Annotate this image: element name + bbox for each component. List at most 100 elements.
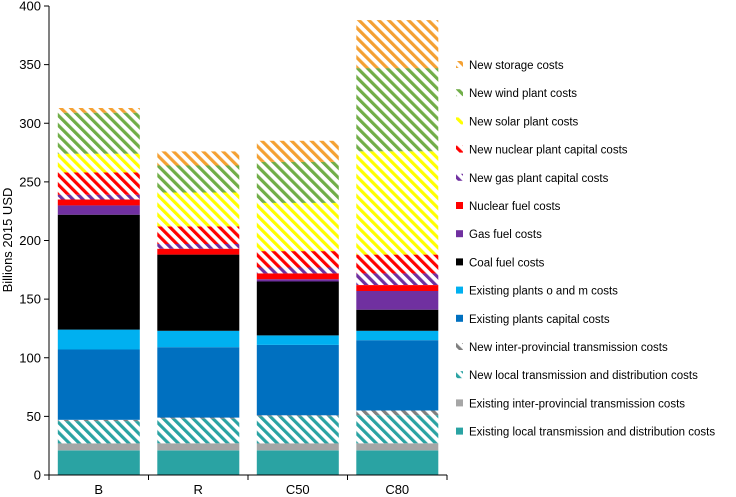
legend-swatch [456,286,463,294]
bar-segment-r-new-solar-plant-costs [157,192,240,227]
bar-segment-r-existing-local-transmission-and-distribution-costs [157,450,240,475]
bar-segment-c80-existing-local-transmission-and-distribution-costs [356,450,439,475]
bar-segment-c50-gas-fuel-costs [256,279,339,282]
bar-segment-b-nuclear-fuel-costs [57,199,140,206]
legend-item-existing-inter-provincial-transmission-costs: Existing inter-provincial transmission c… [456,398,685,410]
legend-swatch [456,314,463,322]
bar-segment-c80-nuclear-fuel-costs [356,285,439,291]
y-tick-label: 50 [27,409,41,424]
legend-label: New storage costs [469,60,564,72]
legend-swatch [456,371,463,379]
legend-label: New inter-provincial transmission costs [469,342,668,354]
bar-segment-r-new-local-transmission-and-distribution-costs [157,418,240,444]
bar-segment-c80-new-nuclear-plant-capital-costs [356,254,439,274]
bar-segment-c50-new-storage-costs [256,140,339,162]
legend-label: New nuclear plant capital costs [469,145,628,157]
bar-segment-c80-existing-inter-provincial-transmission-costs [356,443,439,451]
bar-segment-c50-nuclear-fuel-costs [256,273,339,280]
bar-segment-c50-new-inter-provincial-transmission-costs [256,415,339,417]
bar-segment-c80-existing-plants-o-and-m-costs [356,330,439,341]
y-tick-label: 350 [19,57,41,72]
bar-segment-b-existing-local-transmission-and-distribution-costs [57,450,140,475]
bar-segment-b-existing-inter-provincial-transmission-costs [57,443,140,451]
y-tick-label: 100 [19,350,41,365]
bar-segment-b-existing-plants-capital-costs [57,349,140,420]
bar-segment-c50-new-gas-plant-capital-costs [256,267,339,274]
legend: New storage costs New wind plant costs New… [456,60,715,439]
legend-label: New local transmission and distribution … [469,370,698,382]
legend-swatch [456,230,463,238]
legend-label: Nuclear fuel costs [469,201,561,213]
bar-segment-c80-new-local-transmission-and-distribution-costs [356,415,439,444]
y-tick-label: 400 [19,0,41,14]
legend-label: Existing plants o and m costs [469,286,618,298]
legend-label: Coal fuel costs [469,257,545,269]
x-tick-label: C50 [286,482,310,497]
legend-label: New solar plant costs [469,116,579,128]
bar-segment-c50-new-solar-plant-costs [256,203,339,252]
legend-swatch [456,117,463,125]
bars-layer [57,20,439,475]
x-tick-label: B [94,482,103,497]
legend-label: New gas plant capital costs [469,173,609,185]
bar-segment-c50-new-local-transmission-and-distribution-costs [256,416,339,444]
bar-segment-c50-existing-local-transmission-and-distribution-costs [256,450,339,475]
bar-segment-c80-new-storage-costs [356,20,439,69]
bar-segment-b-new-solar-plant-costs [57,153,140,173]
bar-segment-b-new-gas-plant-capital-costs [57,194,140,200]
bar-segment-c50-existing-plants-capital-costs [256,344,339,416]
bar-segment-c80-new-inter-provincial-transmission-costs [356,410,439,416]
legend-swatch [456,89,463,97]
bar-segment-c80-new-solar-plant-costs [356,151,439,255]
bar-segment-c50-new-wind-plant-costs [256,161,339,203]
legend-label: Gas fuel costs [469,229,542,241]
bar-segment-r-new-gas-plant-capital-costs [157,244,240,249]
y-tick-label: 150 [19,292,41,307]
bar-segment-r-existing-plants-capital-costs [157,347,240,418]
legend-label: New wind plant costs [469,88,577,100]
y-tick-label: 300 [19,116,41,131]
x-tick-label: R [194,482,203,497]
bar-segment-r-new-nuclear-plant-capital-costs [157,226,240,244]
legend-label: Existing plants capital costs [469,314,610,326]
axes-layer: 0 50 100 150 200 250 300 350 400 B R C50 C80 [19,0,448,497]
legend-swatch [456,258,463,266]
legend-swatch [456,61,463,68]
bar-segment-c80-existing-plants-capital-costs [356,340,439,411]
bar-segment-c50-new-nuclear-plant-capital-costs [256,251,339,268]
bar-segment-r-new-storage-costs [157,151,240,166]
bar-segment-c50-existing-inter-provincial-transmission-costs [256,443,339,451]
bar-segment-r-coal-fuel-costs [157,254,240,331]
legend-label: Existing inter-provincial transmission c… [469,398,685,410]
bar-segment-b-new-local-transmission-and-distribution-costs [57,421,140,444]
y-tick-label: 250 [19,174,41,189]
y-tick-label: 0 [34,468,41,483]
legend-label: Existing local transmission and distribu… [469,427,715,439]
legend-item-new-wind-plant-costs: New wind plant costs [456,88,577,100]
legend-item-new-solar-plant-costs: New solar plant costs [456,116,579,128]
legend-item-new-gas-plant-capital-costs: New gas plant capital costs [456,173,609,185]
bar-segment-c80-new-gas-plant-capital-costs [356,273,439,285]
legend-swatch [456,202,463,209]
legend-item-existing-plants-capital-costs: Existing plants capital costs [456,314,610,326]
bar-segment-c80-gas-fuel-costs [356,290,439,310]
legend-item-gas-fuel-costs: Gas fuel costs [456,229,542,241]
legend-swatch [456,343,463,350]
bar-segment-c80-new-wind-plant-costs [356,68,439,152]
bar-segment-b-gas-fuel-costs [57,205,140,215]
bar-segment-c80-coal-fuel-costs [356,309,439,331]
legend-swatch [456,399,463,407]
legend-item-existing-plants-o-and-m-costs: Existing plants o and m costs [456,286,618,298]
x-tick-label: C80 [385,482,409,497]
legend-item-new-storage-costs: New storage costs [456,60,564,72]
bar-segment-r-existing-inter-provincial-transmission-costs [157,443,240,451]
bar-segment-b-new-storage-costs [57,108,140,113]
legend-item-new-inter-provincial-transmission-costs: New inter-provincial transmission costs [456,342,668,354]
bar-segment-b-existing-plants-o-and-m-costs [57,329,140,350]
legend-item-new-local-transmission-and-distribution-costs: New local transmission and distribution … [456,370,698,382]
bar-segment-r-new-inter-provincial-transmission-costs [157,417,240,419]
y-tick-label: 200 [19,233,41,248]
bar-segment-r-new-wind-plant-costs [157,165,240,193]
